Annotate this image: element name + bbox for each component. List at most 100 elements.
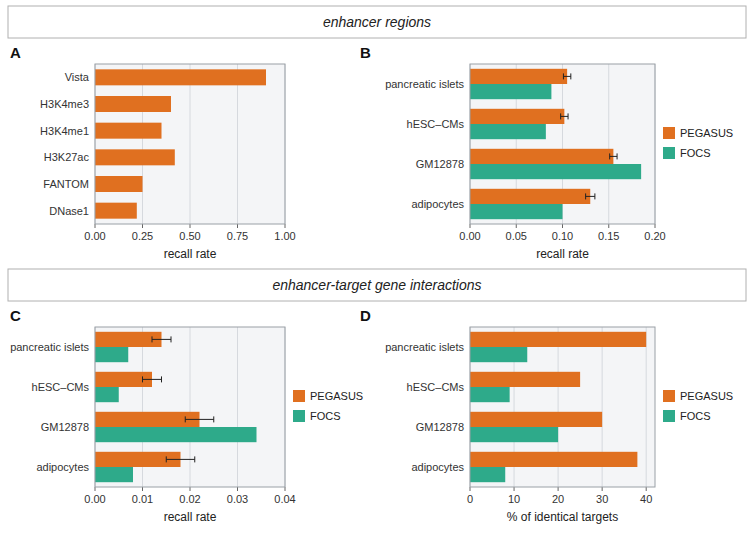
- banner-frame: [8, 6, 746, 38]
- error-bar-cap: [142, 376, 143, 382]
- bar: [470, 124, 546, 139]
- panel-letter: A: [10, 44, 21, 61]
- banner-frame: [8, 269, 746, 301]
- error-bar: [185, 416, 214, 422]
- bar: [95, 427, 257, 442]
- bar: [470, 412, 602, 427]
- tick-label: 1.00: [274, 230, 295, 242]
- bars: [470, 69, 641, 219]
- bar: [470, 149, 613, 164]
- tick-label: 0.15: [598, 230, 619, 242]
- category-label: adipocytes: [411, 198, 464, 210]
- bar: [95, 123, 162, 139]
- axis-label: recall rate: [164, 247, 217, 261]
- grid-line: [190, 327, 191, 487]
- error-bar-line: [143, 379, 162, 380]
- plot-area: [95, 64, 285, 224]
- plot-area: [470, 327, 655, 487]
- tick-mark: [190, 487, 191, 491]
- error-bar-cap: [570, 73, 571, 79]
- error-bar-cap: [152, 336, 153, 342]
- legend-swatch: [293, 390, 305, 402]
- grid-line: [608, 64, 609, 224]
- tick-mark: [285, 487, 286, 491]
- tick-label: 10: [508, 493, 520, 505]
- bar: [95, 203, 137, 219]
- category-label: pancreatic islets: [10, 341, 89, 353]
- bar: [95, 387, 119, 402]
- tick-mark: [558, 487, 559, 491]
- bar: [95, 176, 143, 192]
- category-label: Vista: [65, 71, 90, 83]
- error-bar: [166, 456, 195, 462]
- error-bar: [610, 153, 617, 159]
- error-bar-cap: [609, 153, 610, 159]
- bar: [95, 332, 162, 347]
- tick-mark: [655, 224, 656, 228]
- error-bar-line: [561, 116, 568, 117]
- tick-label: 0.05: [506, 230, 527, 242]
- plot-frame: [95, 64, 285, 224]
- tick-label: 0.00: [459, 230, 480, 242]
- panel-letter: D: [360, 307, 371, 324]
- axis-label: recall rate: [164, 510, 217, 524]
- tick-mark: [608, 224, 609, 228]
- legend-swatch: [663, 410, 675, 422]
- background: [0, 0, 754, 555]
- tick-label: 0.03: [227, 493, 248, 505]
- error-bar-cap: [560, 113, 561, 119]
- plot-frame: [470, 327, 655, 487]
- category-label: FANTOM: [43, 178, 89, 190]
- tick-label: 0.20: [644, 230, 665, 242]
- error-bar-cap: [213, 416, 214, 422]
- tick-label: 0.50: [179, 230, 200, 242]
- category-label: DNase1: [49, 205, 89, 217]
- error-bar-line: [610, 156, 617, 157]
- bar: [95, 347, 128, 362]
- tick-label: 0.04: [274, 493, 295, 505]
- figure: enhancer regionsA0.000.250.500.751.00Vis…: [0, 0, 754, 555]
- bar: [95, 69, 266, 85]
- tick-label: 30: [596, 493, 608, 505]
- tick-mark: [514, 487, 515, 491]
- tick-mark: [470, 224, 471, 228]
- error-bar-line: [586, 196, 595, 197]
- tick-label: 0.02: [179, 493, 200, 505]
- tick-mark: [237, 224, 238, 228]
- legend: PEGASUSFOCS: [663, 390, 733, 422]
- tick-mark: [95, 487, 96, 491]
- tick-mark: [95, 224, 96, 228]
- grid-line: [237, 64, 238, 224]
- tick-label: 0.75: [227, 230, 248, 242]
- error-bar: [563, 73, 570, 79]
- tick-label: 0: [467, 493, 473, 505]
- bar: [95, 96, 171, 112]
- banner-title: enhancer regions: [323, 14, 431, 30]
- tick-label: 20: [552, 493, 564, 505]
- bars: [470, 332, 646, 482]
- bar: [95, 149, 175, 165]
- tick-mark: [142, 487, 143, 491]
- bar: [470, 347, 527, 362]
- category-label: H3K4me1: [40, 125, 89, 137]
- legend-swatch: [663, 390, 675, 402]
- category-label: GM12878: [416, 158, 464, 170]
- legend-swatch: [663, 127, 675, 139]
- error-bar-line: [166, 459, 195, 460]
- bar: [470, 372, 580, 387]
- plot-area: [95, 327, 285, 487]
- bar: [470, 452, 637, 467]
- category-label: adipocytes: [411, 461, 464, 473]
- tick-mark: [470, 487, 471, 491]
- category-label: GM12878: [41, 421, 89, 433]
- bar: [470, 109, 564, 124]
- legend: PEGASUSFOCS: [293, 390, 363, 422]
- legend-label: FOCS: [680, 147, 711, 159]
- grid-line: [190, 64, 191, 224]
- tick-mark: [142, 224, 143, 228]
- error-bar: [561, 113, 568, 119]
- tick-label: 0.01: [132, 493, 153, 505]
- category-label: pancreatic islets: [385, 341, 464, 353]
- legend-label: FOCS: [680, 410, 711, 422]
- legend-label: FOCS: [310, 410, 341, 422]
